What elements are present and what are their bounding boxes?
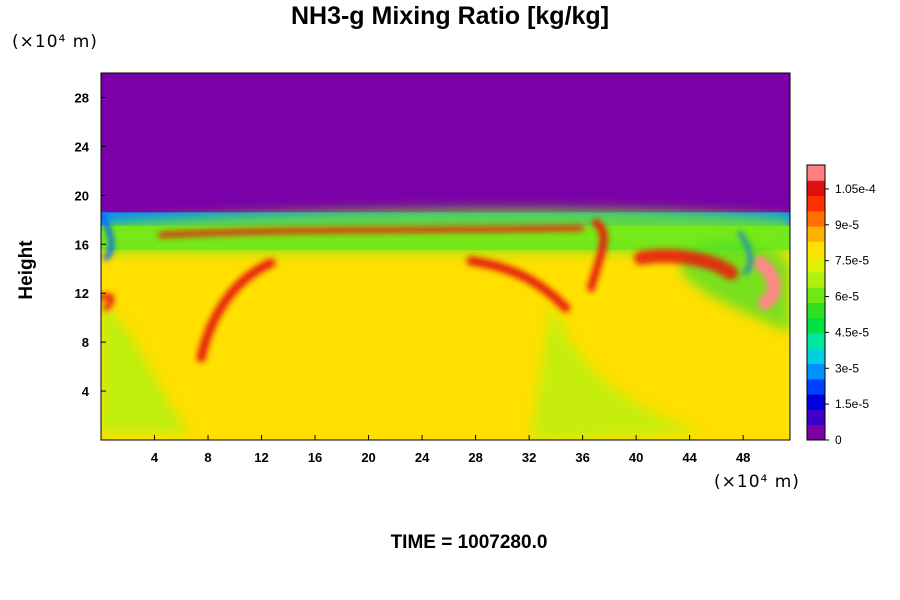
colorbar-segment [807,256,825,273]
colorbar-tick-label: 6e-5 [835,290,859,304]
colorbar-segment [807,394,825,410]
y-tick-label: 28 [75,90,89,105]
colorbar-segment [807,348,825,365]
x-axis-unit: (×10⁴ m) [714,472,800,492]
x-tick-label: 24 [415,450,430,465]
colorbar-tick-label: 3e-5 [835,361,859,375]
time-annotation: TIME = 1007280.0 [390,532,548,553]
colorbar-segment [807,241,825,258]
colorbar-tick-label: 0 [835,433,842,447]
x-tick-label: 48 [736,450,750,465]
x-tick-label: 28 [468,450,482,465]
y-tick-label: 16 [75,237,89,252]
region-0 [101,73,790,213]
colorbar-segment [807,333,825,349]
colorbar-segment [807,195,825,212]
colorbar-tick-label: 9e-5 [835,218,859,232]
colorbar-segment [807,226,825,242]
field-texture [101,208,790,440]
y-tick-label: 20 [75,188,89,203]
x-tick-label: 40 [629,450,643,465]
colorbar-segment [807,409,825,426]
y-axis-unit: (×10⁴ m) [12,32,98,52]
x-tick-label: 44 [682,450,697,465]
colorbar: 0 1.5e-5 3e-5 4.5e-5 6e-5 7.5e-5 9e-5 1.05e-4 [806,164,876,447]
y-tick-label: 24 [75,139,90,154]
x-tick-label: 20 [361,450,375,465]
colorbar-segment [807,378,825,395]
chart-title: NH3-g Mixing Ratio [kg/kg] [290,2,610,30]
y-tick-label: 4 [82,384,90,399]
x-tick-label: 8 [204,450,211,465]
x-tick-label: 16 [308,450,322,465]
colorbar-segment [807,271,825,288]
colorbar-tick-label: 1.5e-5 [835,397,869,411]
y-tick-label: 8 [82,335,89,350]
region-3 [101,250,790,440]
x-tick-label: 12 [254,450,268,465]
plot-area [101,73,790,440]
y-axis-ticks: 4 8 12 16 20 24 28 [75,90,106,399]
colorbar-frame [806,164,826,441]
colorbar-segment [807,287,825,303]
y-tick-label: 12 [75,286,89,301]
colorbar-segment [807,180,825,197]
colorbar-tick-label: 7.5e-5 [835,254,869,268]
colorbar-segment [807,302,825,319]
x-tick-label: 36 [575,450,589,465]
x-tick-label: 32 [522,450,536,465]
colorbar-segment [807,317,825,334]
x-tick-label: 4 [151,450,159,465]
colorbar-tick-label: 1.05e-4 [835,182,876,196]
colorbar-segment [807,363,825,380]
colorbar-tick-label: 4.5e-5 [835,325,869,339]
x-axis-ticks: 4 8 12 16 20 24 28 32 36 40 44 48 [151,435,750,465]
plot-frame [100,72,791,441]
colorbar-segment [807,424,825,441]
colorbar-segment [807,165,825,181]
colorbar-segment [807,210,825,227]
